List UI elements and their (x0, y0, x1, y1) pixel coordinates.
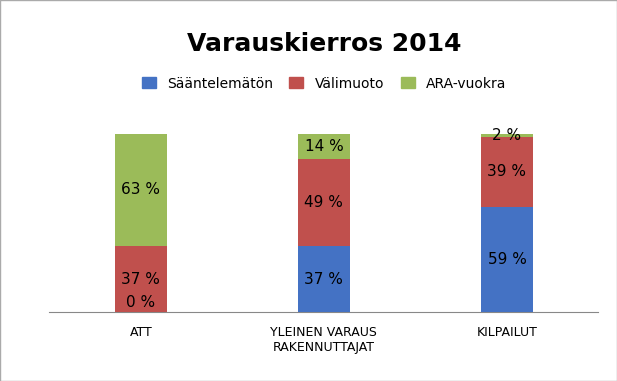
Bar (481, 207, 532, 312)
Text: 2 %: 2 % (492, 128, 521, 143)
Text: 59 %: 59 % (487, 252, 526, 267)
Text: 63 %: 63 % (122, 182, 160, 197)
Text: 14 %: 14 % (305, 139, 343, 154)
Text: 49 %: 49 % (304, 195, 344, 210)
Text: 39 %: 39 % (487, 165, 526, 179)
Bar (298, 133, 350, 158)
Legend: Sääntelemätön, Välimuoto, ARA-vuokra: Sääntelemätön, Välimuoto, ARA-vuokra (142, 77, 506, 91)
Bar (298, 158, 350, 246)
Text: 0 %: 0 % (126, 295, 155, 310)
Bar (481, 133, 532, 137)
Bar (298, 246, 350, 312)
Text: 37 %: 37 % (304, 272, 344, 287)
Bar (115, 246, 167, 312)
Bar (115, 133, 167, 246)
Text: 37 %: 37 % (122, 272, 160, 287)
Bar (481, 137, 532, 207)
Title: Varauskierros 2014: Varauskierros 2014 (187, 32, 461, 56)
